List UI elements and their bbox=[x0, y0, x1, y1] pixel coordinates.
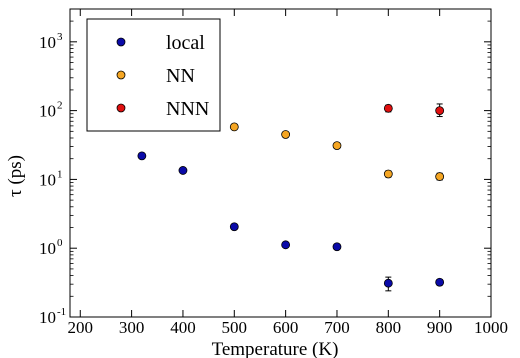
point-local bbox=[178, 166, 188, 175]
legend-label-local: local bbox=[166, 32, 205, 54]
legend-marker-nnn bbox=[116, 103, 126, 113]
point-nn bbox=[383, 169, 393, 179]
y-axis-label: τ (ps) bbox=[5, 155, 26, 197]
point-nn bbox=[332, 141, 342, 151]
point-nn bbox=[281, 130, 291, 139]
y-tick-label: 10 bbox=[39, 308, 56, 327]
legend-label-nnn: NNN bbox=[166, 98, 209, 120]
plot-frame bbox=[69, 8, 492, 318]
x-axis-label: Temperature (K) bbox=[212, 339, 339, 358]
x-tick-label: 800 bbox=[376, 318, 402, 337]
y-tick-exponent: 3 bbox=[57, 31, 63, 43]
point-local bbox=[281, 240, 291, 250]
point-nnn bbox=[435, 106, 445, 116]
y-tick-label: 10 bbox=[39, 33, 56, 52]
point-local bbox=[435, 277, 445, 287]
x-tick-label: 500 bbox=[222, 318, 248, 337]
y-tick-exponent: 2 bbox=[57, 100, 63, 112]
data-points bbox=[137, 103, 445, 292]
x-tick-label: 400 bbox=[170, 318, 196, 337]
x-tick-label: 600 bbox=[273, 318, 299, 337]
x-tick-label: 1000 bbox=[474, 318, 508, 337]
legend-marker-nn bbox=[116, 70, 126, 80]
y-tick-label: 10 bbox=[39, 102, 56, 121]
y-tick-exponent: 0 bbox=[57, 237, 63, 249]
point-local bbox=[137, 151, 147, 161]
y-tick-label: 10 bbox=[39, 170, 56, 189]
x-tick-label: 200 bbox=[68, 318, 94, 337]
point-local bbox=[332, 242, 342, 252]
legend-label-nn: NN bbox=[166, 65, 195, 87]
point-nn bbox=[435, 172, 445, 181]
y-tick-exponent: -1 bbox=[57, 306, 66, 318]
x-tick-label: 300 bbox=[119, 318, 145, 337]
point-nn bbox=[229, 122, 239, 132]
y-tick-label: 10 bbox=[39, 239, 56, 258]
point-local bbox=[229, 222, 239, 232]
y-tick-exponent: 1 bbox=[57, 168, 63, 180]
point-nnn bbox=[383, 103, 393, 113]
x-tick-label: 700 bbox=[324, 318, 350, 337]
legend-marker-local bbox=[116, 37, 126, 47]
legend-box bbox=[86, 18, 221, 132]
point-local bbox=[383, 278, 393, 288]
x-tick-label: 900 bbox=[427, 318, 453, 337]
